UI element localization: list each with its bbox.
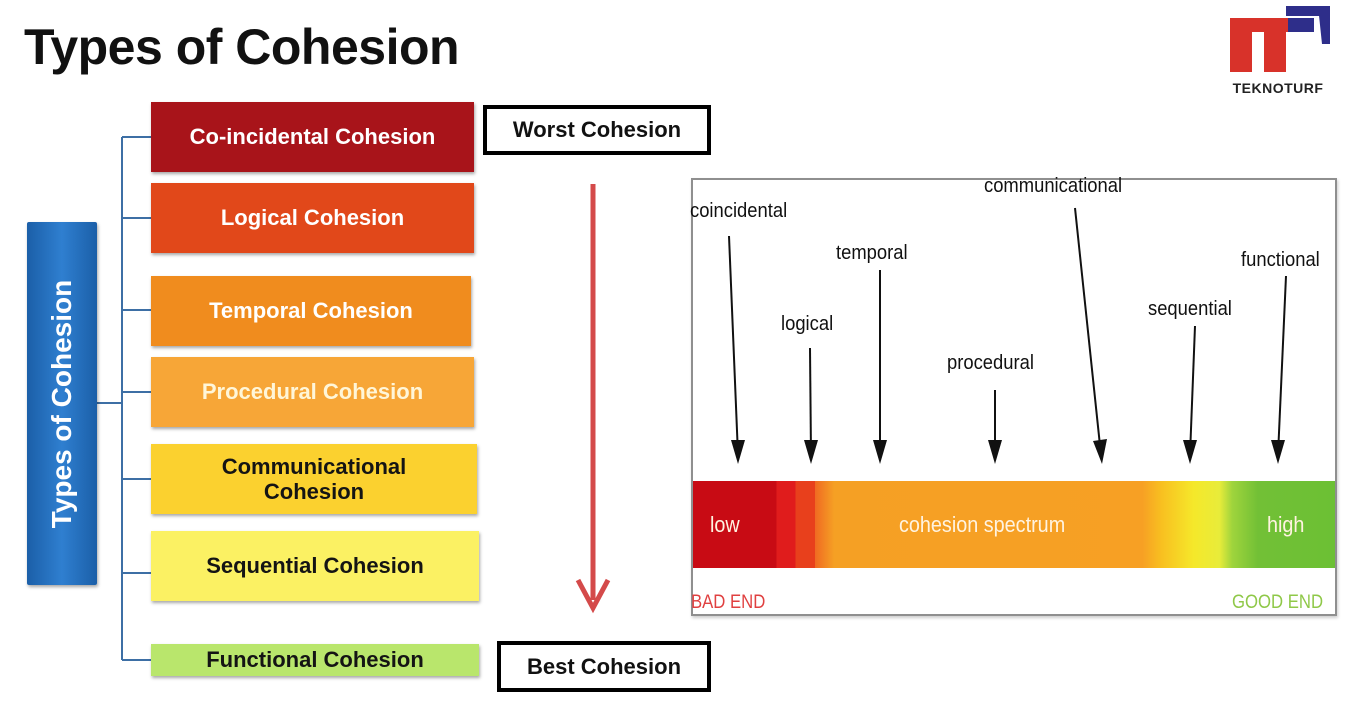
bad-end-label: BAD END [691,592,766,613]
spectrum-label-procedural: procedural [947,352,1034,374]
best-cohesion-callout: Best Cohesion [497,641,711,692]
bar-label-low: low [710,512,740,537]
worst-to-best-arrow [575,184,611,614]
connector-lines [97,136,151,661]
arrow-head [575,578,611,614]
bar-label-spectrum: cohesion spectrum [899,512,1066,537]
page-title: Types of Cohesion [24,19,460,75]
type-box-coincidental: Co-incidental Cohesion [151,102,474,172]
type-box-functional: Functional Cohesion [151,644,479,676]
spectrum-label-sequential: sequential [1148,298,1232,320]
spectrum-label-logical: logical [781,313,834,335]
spectrum-label-temporal: temporal [836,242,908,264]
type-box-communicational: Communicational Cohesion [151,444,477,514]
teknoturf-logo [1230,6,1330,72]
logo-text: TEKNOTURF [1232,80,1324,96]
cohesion-spectrum-bar [693,481,1335,568]
good-end-label: GOOD END [1232,592,1324,613]
spectrum-label-communicational: communicational [984,175,1123,197]
type-box-procedural: Procedural Cohesion [151,357,474,427]
worst-cohesion-callout: Worst Cohesion [483,105,711,155]
spectrum-label-coincidental: coincidental [690,200,788,222]
spectrum-label-functional: functional [1241,249,1320,271]
root-types-box: Types of Cohesion [27,222,97,585]
bar-label-high: high [1267,512,1305,537]
type-box-sequential: Sequential Cohesion [151,531,479,601]
type-box-temporal: Temporal Cohesion [151,276,471,346]
root-types-label: Types of Cohesion [46,279,77,528]
tree-connectors [97,136,151,661]
type-box-logical: Logical Cohesion [151,183,474,253]
